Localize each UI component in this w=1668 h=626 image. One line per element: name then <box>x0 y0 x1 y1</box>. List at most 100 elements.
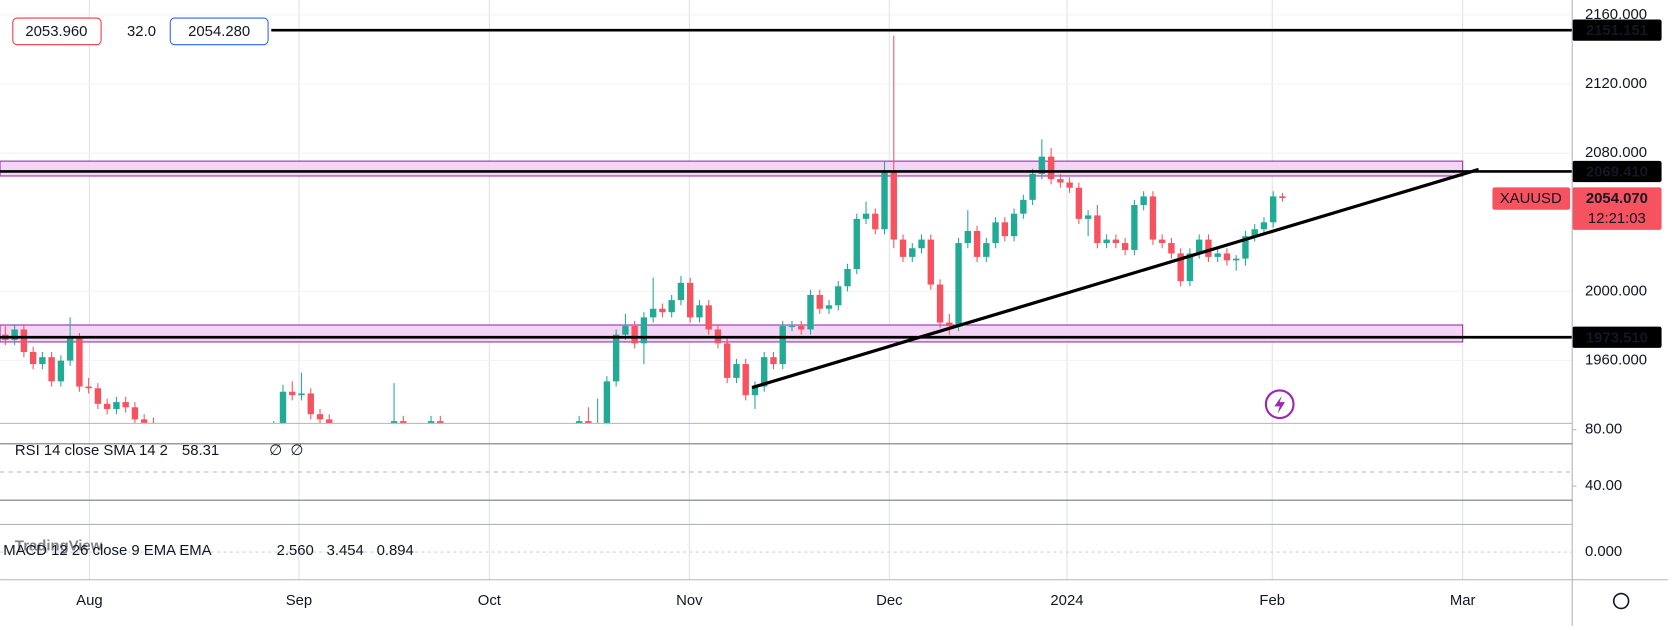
settings-icon[interactable] <box>1612 592 1630 610</box>
candle-body <box>66 338 74 361</box>
zone <box>0 324 1464 343</box>
macd-value: 3.454 <box>327 543 364 559</box>
candle-body <box>1066 182 1073 188</box>
candle-body <box>909 248 916 257</box>
candle-body <box>1121 243 1129 250</box>
candle-body <box>1029 173 1036 200</box>
candle-body <box>1223 253 1231 261</box>
last-price-box <box>1572 187 1662 230</box>
candle-body <box>1140 196 1147 206</box>
candle-body <box>862 213 870 219</box>
candle-body <box>131 407 139 420</box>
candle-body <box>85 386 92 389</box>
candle-body <box>400 421 407 424</box>
candle-body <box>1158 239 1166 244</box>
candle-body <box>48 357 55 382</box>
candle-body <box>140 419 148 423</box>
level-label-box <box>1572 326 1662 348</box>
level-label: 2151.151 <box>1586 23 1648 39</box>
candle-body <box>1047 156 1055 180</box>
bid-box[interactable] <box>12 17 102 46</box>
x-tick-label: Dec <box>876 593 903 609</box>
candle-body <box>696 305 703 318</box>
macd-value: 2.560 <box>277 543 314 559</box>
candle-body <box>631 326 638 344</box>
last-price-label: 2054.070 <box>1586 191 1648 207</box>
symbol-label: XAUUSD <box>1500 191 1562 207</box>
price-pane <box>0 35 1480 424</box>
y-tick-label: 1960.000 <box>1585 353 1647 369</box>
candle-body <box>1094 215 1101 244</box>
candle-body <box>835 286 842 306</box>
candle-body <box>1195 239 1203 254</box>
candle-body <box>1205 239 1212 257</box>
candle-body <box>1112 239 1120 244</box>
candle-body <box>437 421 444 424</box>
candle-body <box>705 305 712 330</box>
countdown: 12:21:03 <box>1588 211 1646 227</box>
candle-body <box>622 326 629 335</box>
candle-body <box>640 317 648 344</box>
candle-body <box>1149 196 1157 240</box>
ask-price: 2054.280 <box>188 24 250 40</box>
candle-body <box>603 381 611 424</box>
candle-body <box>983 243 990 257</box>
grid-layer <box>0 0 1573 580</box>
candle-body <box>1001 222 1009 237</box>
watermark: TradingView <box>15 539 103 555</box>
candle-body <box>992 222 999 244</box>
candle-body <box>1186 253 1194 282</box>
candle-body <box>1084 215 1092 219</box>
x-tick-label: Mar <box>1450 593 1476 609</box>
candle-body <box>122 402 129 408</box>
candle-body <box>1010 213 1018 237</box>
rsi-flag: ∅ <box>269 443 282 459</box>
spread: 32.0 <box>127 24 156 40</box>
candle-body <box>853 218 860 269</box>
candle-body <box>927 239 934 285</box>
candle-body <box>427 421 435 424</box>
candle-body <box>899 239 907 257</box>
candle-body <box>844 268 851 287</box>
symbol-box <box>1492 187 1571 210</box>
y-tick-label: 2160.000 <box>1585 7 1647 23</box>
macd-label: MACD 12 26 close 9 EMA EMA <box>3 543 211 559</box>
candle-body <box>39 357 46 365</box>
candle-body <box>1131 205 1138 250</box>
y-tick-label: 2120.000 <box>1585 76 1647 92</box>
x-tick-label: Sep <box>286 593 312 609</box>
candle-body <box>825 305 833 309</box>
ask-box[interactable] <box>169 17 269 46</box>
candle-body <box>316 414 324 420</box>
candle-body <box>1242 236 1249 259</box>
candle-body <box>1270 196 1277 223</box>
candle-body <box>936 284 944 323</box>
candle-body <box>1214 253 1221 257</box>
candle-body <box>289 391 296 396</box>
level-label-box <box>1572 160 1662 183</box>
candle-body <box>326 419 333 424</box>
candle-body <box>575 421 583 424</box>
candle-body <box>20 329 28 352</box>
rsi-tick-label: 80.00 <box>1585 422 1622 438</box>
rsi-label: RSI 14 close SMA 14 2 <box>15 443 168 459</box>
candle-body <box>1038 156 1046 174</box>
rsi-flag: ∅ <box>290 443 303 459</box>
candle-body <box>918 239 925 249</box>
candle-body <box>955 243 962 327</box>
candle-body <box>1177 253 1184 282</box>
candle-body <box>816 294 823 309</box>
candle-body <box>724 343 731 378</box>
candle-body <box>798 326 805 330</box>
candle-body <box>1075 187 1083 219</box>
candle-body <box>770 357 777 365</box>
candle-body <box>973 230 981 257</box>
bid-price: 2053.960 <box>25 24 87 40</box>
candle-body <box>649 308 657 318</box>
candle-body <box>890 170 897 240</box>
candle-body <box>390 421 398 424</box>
x-tick-label: Aug <box>76 593 102 609</box>
